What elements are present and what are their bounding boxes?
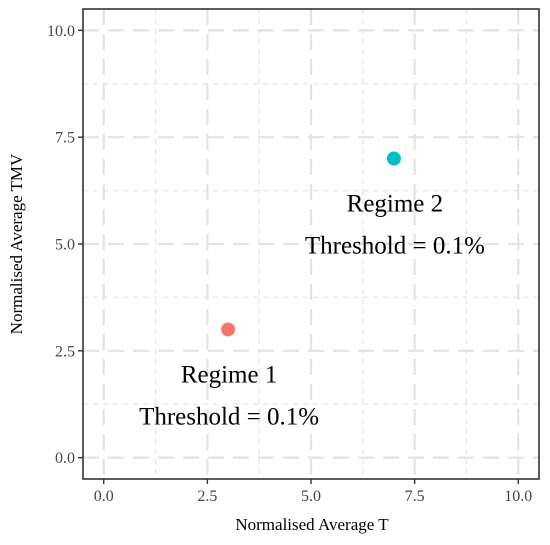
x-tick-label: 2.5 [197,488,217,505]
x-tick-label: 10.0 [504,488,532,505]
grid [83,9,539,479]
data-point [221,322,236,337]
data-points [221,151,401,337]
y-tick-labels: 0.0 2.5 5.0 7.5 10.0 [47,23,75,467]
y-tick-label: 10.0 [47,23,75,40]
x-axis-title: Normalised Average T [235,515,389,534]
x-tick-label: 5.0 [301,488,321,505]
point-annotation: Threshold = 0.1% [305,233,485,260]
axis-ticks [78,29,519,484]
point-annotation: Threshold = 0.1% [139,403,319,430]
y-tick-label: 5.0 [55,237,75,254]
y-tick-label: 2.5 [55,343,75,360]
x-tick-label: 0.0 [94,488,114,505]
point-annotation: Regime 2 [347,191,444,218]
data-point [386,151,401,166]
x-tick-label: 7.5 [405,488,425,505]
x-tick-labels: 0.0 2.5 5.0 7.5 10.0 [94,488,533,505]
annotations: Regime 1 Threshold = 0.1% Regime 2 Threshol… [139,191,485,431]
point-annotation: Regime 1 [181,361,278,388]
y-tick-label: 0.0 [55,450,75,467]
y-tick-label: 7.5 [55,130,75,147]
y-axis-title: Normalised Average TMV [7,153,26,334]
